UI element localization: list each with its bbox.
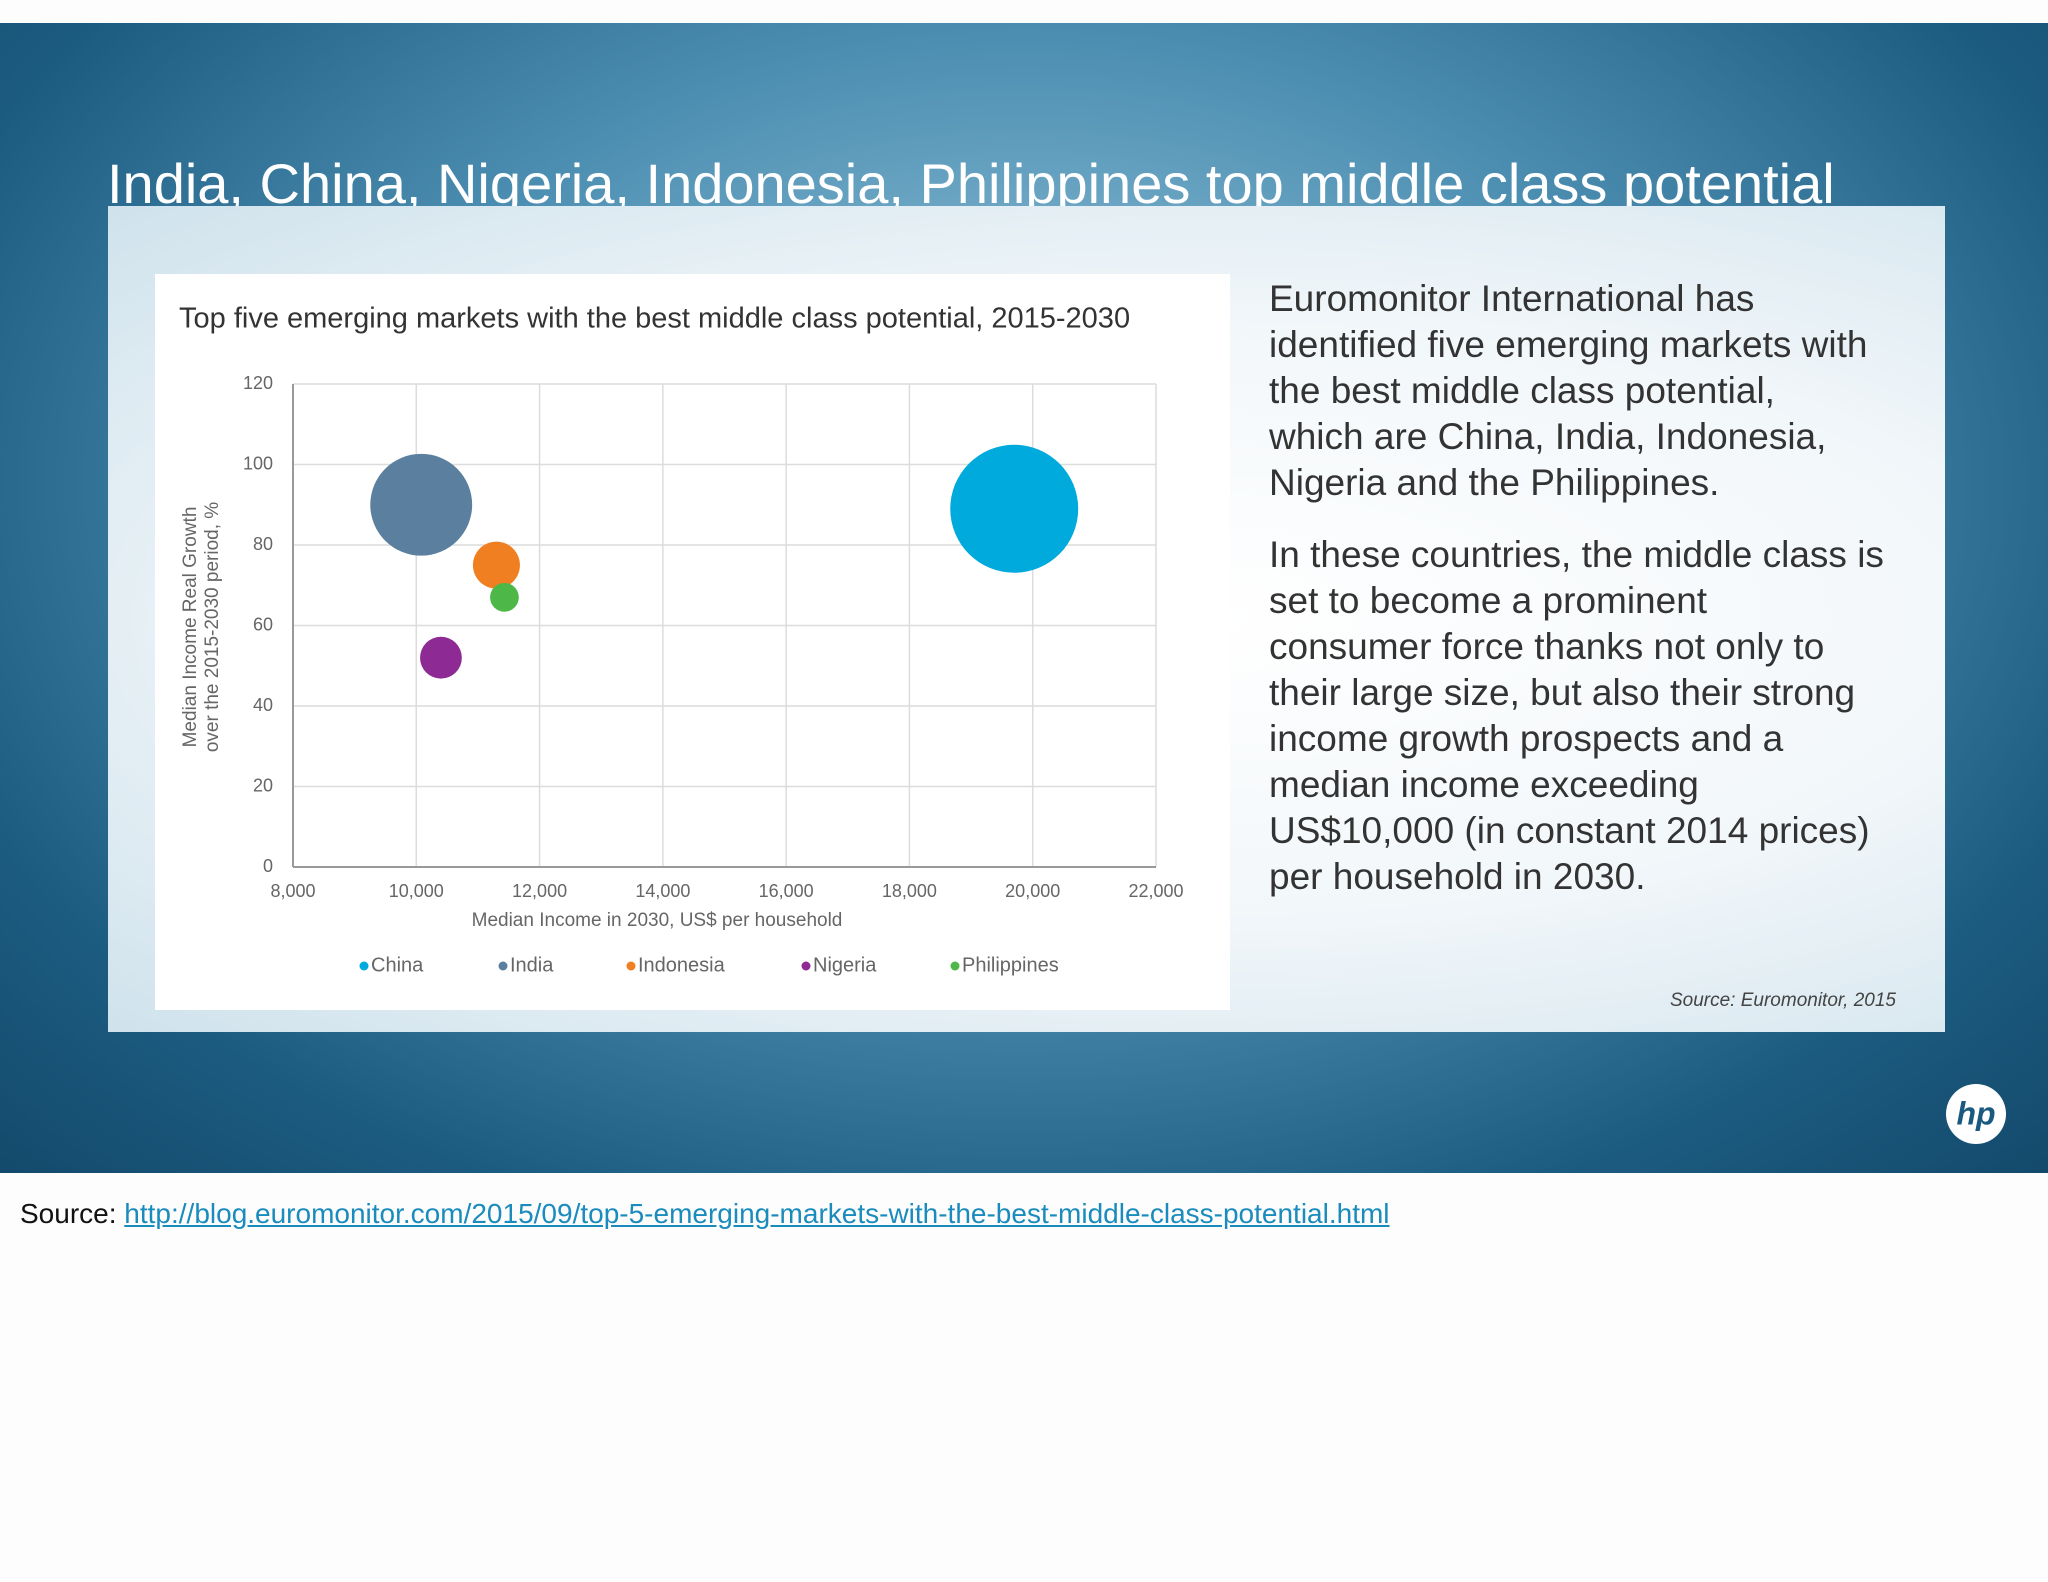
legend-label: Indonesia — [638, 954, 726, 976]
text-line: consumer force thanks not only to — [1269, 626, 1825, 667]
y-tick-label: 120 — [243, 373, 273, 393]
y-tick-label: 0 — [263, 856, 273, 876]
hp-logo: hp — [1946, 1084, 2006, 1144]
text-line: Euromonitor International has — [1269, 278, 1755, 319]
paragraph: In these countries, the middle class is s… — [1269, 532, 1884, 900]
chart-background — [155, 274, 1230, 1010]
y-axis-title: Median Income Real Growth — [180, 507, 201, 748]
legend-label: Nigeria — [813, 954, 877, 976]
bubble — [420, 636, 462, 679]
chart-title: Top five emerging markets with the best … — [179, 303, 1130, 335]
x-axis-title: Median Income in 2030, US$ per household — [472, 910, 843, 931]
bubble — [490, 582, 519, 612]
legend-label: China — [371, 954, 424, 976]
slide-title: India, China, Nigeria, Indonesia, Philip… — [107, 152, 1835, 215]
legend-marker — [801, 961, 811, 971]
logo-text: hp — [1956, 1095, 1995, 1131]
y-tick-label: 60 — [253, 614, 273, 634]
text-line: which are China, India, Indonesia, — [1269, 416, 1827, 457]
text-line: identified five emerging markets with — [1269, 324, 1868, 365]
text-line: Nigeria and the Philippines. — [1269, 462, 1720, 503]
legend-marker — [626, 961, 636, 971]
text-line: per household in 2030. — [1269, 856, 1646, 897]
x-tick-label: 12,000 — [512, 881, 567, 901]
bubble — [370, 453, 473, 556]
text-line: In these countries, the middle class is — [1269, 534, 1884, 575]
x-tick-label: 16,000 — [759, 881, 814, 901]
y-tick-label: 100 — [243, 453, 273, 473]
y-tick-label: 20 — [253, 775, 273, 795]
body-text: Euromonitor International has identified … — [1269, 276, 1884, 926]
text-line: US$10,000 (in constant 2014 prices) — [1269, 810, 1870, 851]
bubble — [950, 444, 1079, 573]
source-note: Source: Euromonitor, 2015 — [1669, 990, 1896, 1011]
bubble — [472, 541, 520, 589]
y-tick-label: 40 — [253, 695, 273, 715]
x-tick-label: 8,000 — [270, 881, 315, 901]
x-tick-label: 20,000 — [1005, 881, 1060, 901]
x-tick-label: 22,000 — [1128, 881, 1183, 901]
x-tick-label: 18,000 — [882, 881, 937, 901]
text-line: their large size, but also their strong — [1269, 672, 1856, 713]
x-tick-label: 14,000 — [635, 881, 690, 901]
text-line: set to become a prominent — [1269, 580, 1708, 621]
text-line: income growth prospects and a — [1269, 718, 1784, 759]
legend-marker — [498, 961, 508, 971]
text-line: the best middle class potential, — [1269, 370, 1775, 411]
text-line: median income exceeding — [1269, 764, 1699, 805]
legend-marker — [359, 961, 369, 971]
x-tick-label: 10,000 — [389, 881, 444, 901]
footer-label: Source: — [20, 1198, 117, 1229]
footer: Source: http://blog.euromonitor.com/2015… — [20, 1198, 1390, 1230]
y-tick-label: 80 — [253, 534, 273, 554]
y-axis-title: over the 2015-2030 period, % — [202, 502, 223, 752]
legend-marker — [950, 961, 960, 971]
source-link[interactable]: http://blog.euromonitor.com/2015/09/top-… — [124, 1198, 1390, 1229]
legend-label: Philippines — [962, 954, 1059, 976]
legend-label: India — [510, 954, 554, 976]
chart: Top five emerging markets with the best … — [155, 274, 1230, 1010]
paragraph: Euromonitor International has identified … — [1269, 276, 1884, 506]
